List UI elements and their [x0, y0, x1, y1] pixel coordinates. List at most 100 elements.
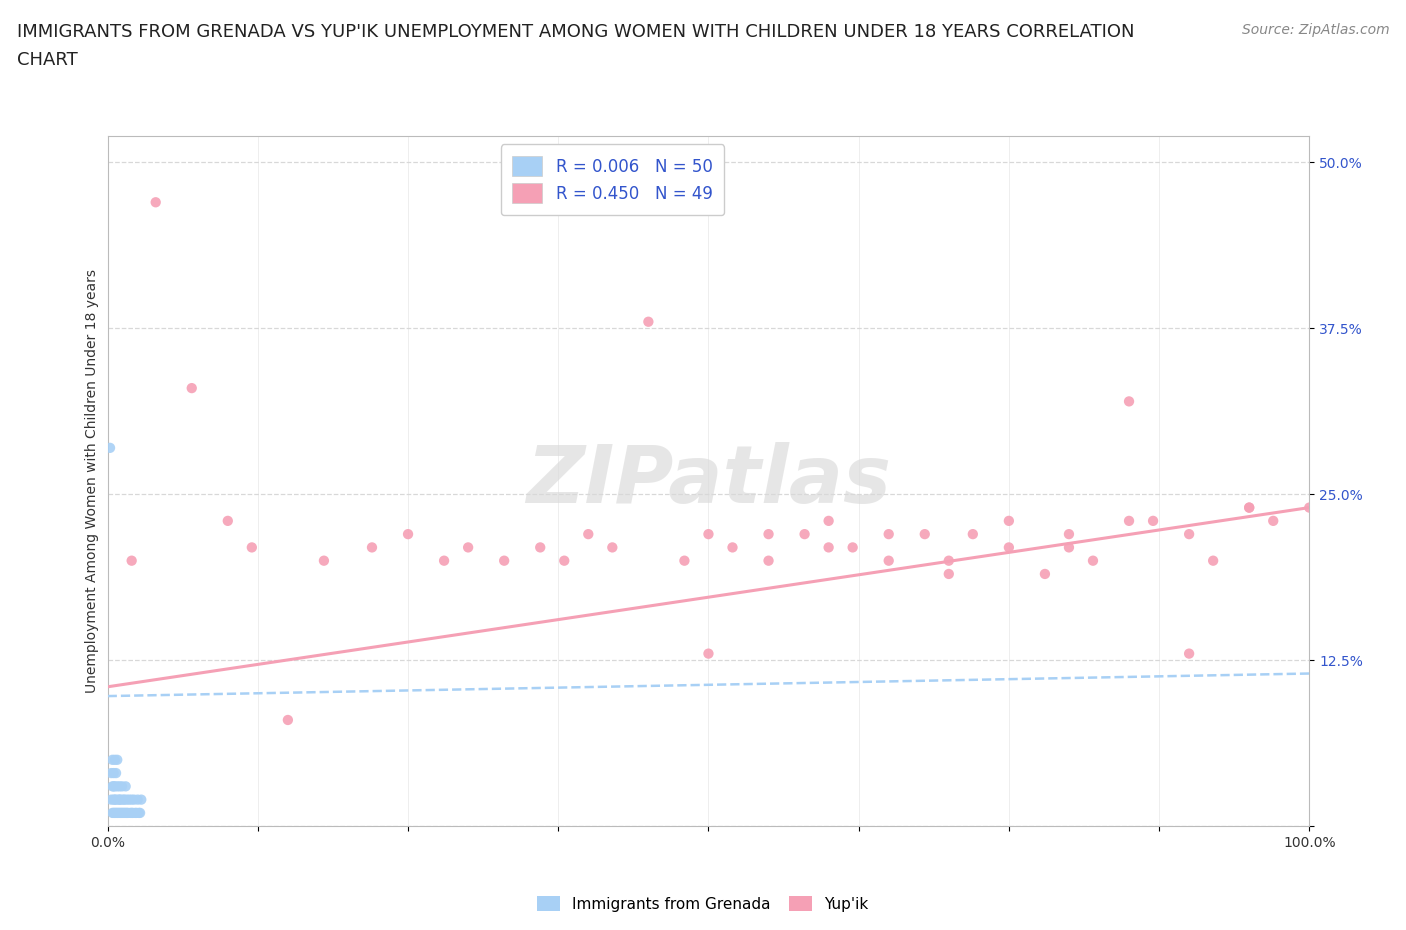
Point	[100, 792, 122, 807]
Point	[105, 805, 128, 820]
Point	[114, 779, 136, 794]
Point	[758, 553, 780, 568]
Point	[128, 805, 150, 820]
Point	[101, 779, 124, 794]
Point	[105, 805, 128, 820]
Legend: R = 0.006   N = 50, R = 0.450   N = 49: R = 0.006 N = 50, R = 0.450 N = 49	[501, 144, 724, 215]
Point	[312, 553, 335, 568]
Point	[637, 314, 659, 329]
Point	[180, 380, 202, 395]
Point	[104, 752, 127, 767]
Point	[553, 553, 575, 568]
Point	[105, 752, 128, 767]
Point	[114, 805, 136, 820]
Point	[121, 805, 143, 820]
Point	[108, 792, 131, 807]
Point	[100, 765, 122, 780]
Point	[105, 765, 128, 780]
Point	[1118, 513, 1140, 528]
Point	[145, 194, 167, 209]
Point	[121, 553, 143, 568]
Point	[361, 540, 384, 555]
Point	[1237, 500, 1260, 515]
Point	[1178, 526, 1201, 541]
Point	[494, 553, 516, 568]
Point	[998, 540, 1021, 555]
Point	[1033, 566, 1056, 581]
Point	[962, 526, 984, 541]
Point	[103, 792, 125, 807]
Point	[1057, 526, 1080, 541]
Point	[115, 792, 138, 807]
Point	[938, 553, 960, 568]
Point	[277, 712, 299, 727]
Point	[115, 805, 138, 820]
Point	[1178, 646, 1201, 661]
Point	[122, 792, 145, 807]
Text: IMMIGRANTS FROM GRENADA VS YUP'IK UNEMPLOYMENT AMONG WOMEN WITH CHILDREN UNDER 1: IMMIGRANTS FROM GRENADA VS YUP'IK UNEMPL…	[17, 23, 1135, 41]
Point	[793, 526, 815, 541]
Point	[529, 540, 551, 555]
Point	[697, 526, 720, 541]
Point	[1118, 394, 1140, 409]
Point	[114, 792, 136, 807]
Point	[758, 526, 780, 541]
Point	[124, 805, 146, 820]
Point	[98, 441, 121, 456]
Point	[817, 513, 839, 528]
Point	[103, 805, 125, 820]
Point	[114, 805, 136, 820]
Point	[125, 805, 148, 820]
Point	[110, 805, 132, 820]
Point	[103, 765, 125, 780]
Point	[108, 779, 131, 794]
Point	[104, 779, 127, 794]
Point	[1057, 540, 1080, 555]
Point	[1298, 500, 1320, 515]
Point	[101, 752, 124, 767]
Point	[127, 792, 149, 807]
Point	[1081, 553, 1104, 568]
Point	[105, 779, 128, 794]
Point	[602, 540, 624, 555]
Point	[576, 526, 599, 541]
Point	[129, 792, 152, 807]
Point	[129, 805, 152, 820]
Point	[107, 805, 129, 820]
Text: CHART: CHART	[17, 51, 77, 69]
Point	[117, 805, 139, 820]
Point	[396, 526, 419, 541]
Point	[104, 792, 127, 807]
Point	[103, 779, 125, 794]
Point	[112, 792, 135, 807]
Point	[877, 553, 900, 568]
Point	[1142, 513, 1164, 528]
Point	[433, 553, 456, 568]
Text: ZIPatlas: ZIPatlas	[526, 442, 891, 520]
Point	[108, 805, 131, 820]
Point	[110, 792, 132, 807]
Point	[914, 526, 936, 541]
Text: Source: ZipAtlas.com: Source: ZipAtlas.com	[1241, 23, 1389, 37]
Point	[111, 779, 134, 794]
Point	[101, 805, 124, 820]
Legend: Immigrants from Grenada, Yup'ik: Immigrants from Grenada, Yup'ik	[531, 889, 875, 918]
Point	[105, 792, 128, 807]
Point	[817, 540, 839, 555]
Point	[998, 513, 1021, 528]
Point	[121, 792, 143, 807]
Point	[877, 526, 900, 541]
Point	[111, 805, 134, 820]
Point	[240, 540, 263, 555]
Point	[122, 805, 145, 820]
Point	[1263, 513, 1285, 528]
Point	[457, 540, 479, 555]
Point	[107, 792, 129, 807]
Point	[938, 566, 960, 581]
Point	[118, 792, 141, 807]
Y-axis label: Unemployment Among Women with Children Under 18 years: Unemployment Among Women with Children U…	[86, 269, 100, 693]
Point	[1237, 500, 1260, 515]
Point	[104, 805, 127, 820]
Point	[697, 646, 720, 661]
Point	[721, 540, 744, 555]
